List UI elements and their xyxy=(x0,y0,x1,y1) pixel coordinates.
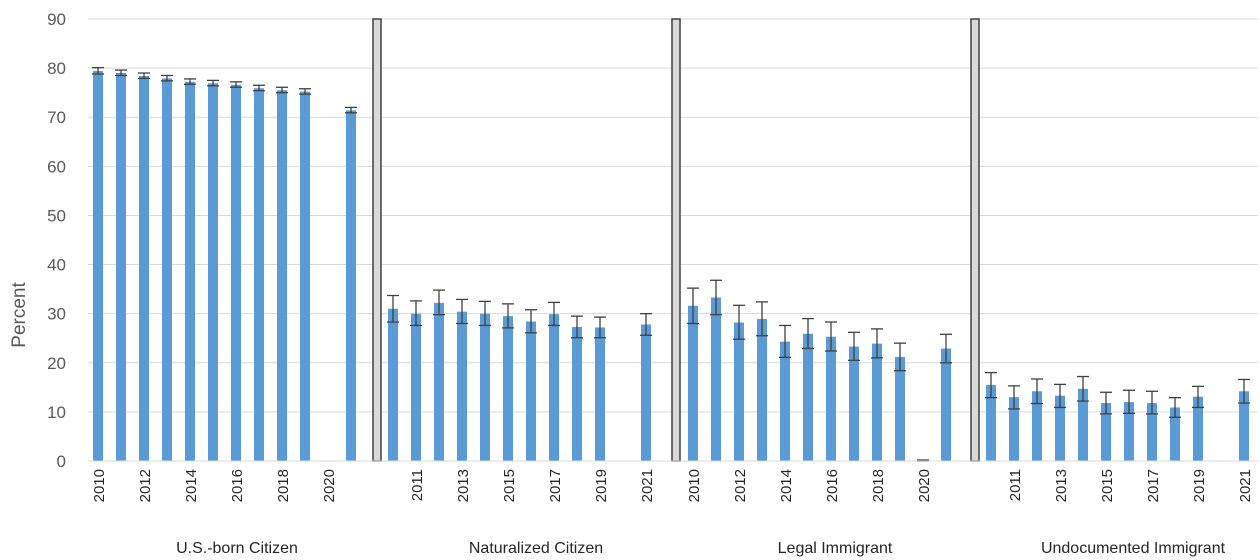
bar xyxy=(457,311,467,461)
bar xyxy=(185,81,195,462)
y-tick-label: 40 xyxy=(47,256,66,275)
bar xyxy=(300,91,310,461)
bar xyxy=(895,356,905,461)
bar xyxy=(826,336,836,461)
x-tick-label: 2019 xyxy=(593,469,610,502)
bar xyxy=(986,384,996,461)
x-tick-label: 2010 xyxy=(686,469,703,502)
x-tick-label: 2012 xyxy=(732,469,749,502)
y-tick-label: 90 xyxy=(47,10,66,29)
y-axis-ticks: 0 10 20 30 40 50 60 70 80 90 xyxy=(47,10,66,471)
bar xyxy=(803,333,813,461)
x-tick-label: 2011 xyxy=(1007,469,1024,501)
bar xyxy=(93,71,103,462)
group-separator-bar xyxy=(671,18,681,462)
bar xyxy=(1032,391,1042,461)
x-tick-label: 2012 xyxy=(137,469,154,502)
bar xyxy=(734,322,744,461)
group-labels: U.S.-born Citizen Naturalized Citizen Lega… xyxy=(176,540,1226,557)
bar xyxy=(231,84,241,461)
bar xyxy=(503,316,513,461)
bar xyxy=(711,297,721,461)
x-tick-label: 2015 xyxy=(1099,469,1116,502)
x-tick-label: 2016 xyxy=(824,469,841,502)
bar xyxy=(480,313,490,461)
group-separator-bar xyxy=(372,18,382,462)
bar xyxy=(1078,388,1088,461)
x-tick-label: 2014 xyxy=(183,469,200,502)
bar xyxy=(411,313,421,461)
group-label: U.S.-born Citizen xyxy=(176,540,298,557)
bar xyxy=(595,327,605,461)
x-tick-label: 2011 xyxy=(409,469,426,501)
x-tick-label: 2014 xyxy=(778,469,795,502)
y-tick-label: 50 xyxy=(47,206,66,225)
x-tick-label: 2019 xyxy=(1191,469,1208,502)
bar xyxy=(688,305,698,461)
y-tick-label: 30 xyxy=(47,305,66,324)
bar xyxy=(1147,403,1157,461)
bar xyxy=(388,308,398,461)
x-tick-label: 2020 xyxy=(916,469,933,502)
bar xyxy=(1170,407,1180,461)
bar xyxy=(208,83,218,461)
bar xyxy=(1239,391,1249,461)
bar xyxy=(849,346,859,461)
bar xyxy=(162,78,172,462)
bar xyxy=(780,341,790,461)
bar xyxy=(941,348,951,461)
bars xyxy=(93,71,1249,462)
x-tick-label: 2018 xyxy=(275,469,292,502)
x-tick-label: 2017 xyxy=(1145,469,1162,502)
bar xyxy=(434,302,444,461)
x-tick-label: 2017 xyxy=(547,469,564,502)
x-tick-label: 2015 xyxy=(501,469,518,502)
x-tick-label: 2010 xyxy=(91,469,108,502)
group-label: Naturalized Citizen xyxy=(469,540,603,557)
bar xyxy=(641,324,651,461)
bar xyxy=(1009,397,1019,461)
bar xyxy=(1101,403,1111,461)
x-tick-label: 2021 xyxy=(1237,469,1254,502)
y-tick-label: 10 xyxy=(47,403,66,422)
bar xyxy=(526,321,536,461)
bar xyxy=(1193,396,1203,461)
group-label: Legal Immigrant xyxy=(778,540,893,557)
bar xyxy=(116,73,126,462)
bar xyxy=(1124,402,1134,461)
x-tick-label: 2021 xyxy=(639,469,656,502)
error-bars xyxy=(92,66,1250,462)
x-tick-label: 2013 xyxy=(455,469,472,502)
y-tick-label: 80 xyxy=(47,59,66,78)
bar xyxy=(139,75,149,462)
x-tick-label: 2013 xyxy=(1053,469,1070,502)
x-tick-label: 2020 xyxy=(321,469,338,502)
x-axis-ticks: 2010 2012 2014 2016 2018 2020 2011 2013 2015 2017… xyxy=(91,469,1254,502)
bar xyxy=(277,90,287,461)
bar xyxy=(346,110,356,461)
y-tick-label: 20 xyxy=(47,354,66,373)
bar xyxy=(1055,395,1065,461)
bar xyxy=(757,319,767,461)
y-tick-label: 70 xyxy=(47,108,66,127)
x-tick-label: 2016 xyxy=(229,469,246,502)
bar xyxy=(254,88,264,461)
y-axis-label: Percent xyxy=(9,282,30,348)
bar xyxy=(572,326,582,461)
y-tick-label: 0 xyxy=(57,452,66,471)
bar xyxy=(549,314,559,461)
y-tick-label: 60 xyxy=(47,157,66,176)
bar xyxy=(872,343,882,461)
group-separator-bar xyxy=(970,18,980,462)
x-tick-label: 2018 xyxy=(870,469,887,502)
group-label: Undocumented Immigrant xyxy=(1041,540,1226,557)
